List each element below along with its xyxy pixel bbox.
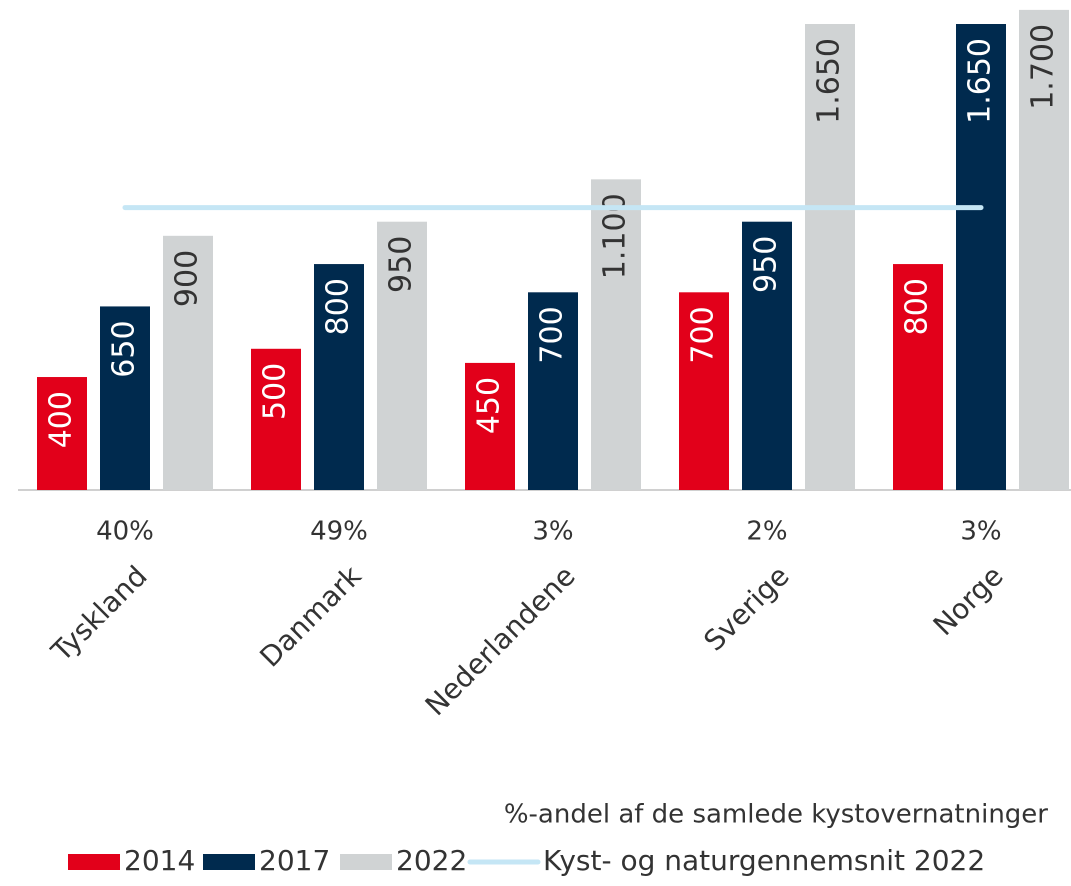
bar	[314, 264, 364, 490]
value-label: 1.650	[963, 38, 998, 124]
bar	[679, 292, 729, 490]
bar	[591, 179, 641, 491]
bar	[163, 235, 213, 490]
legend-label: 2022	[396, 844, 467, 877]
legend-label: Kyst- og naturgennemsnit 2022	[543, 844, 985, 877]
bar	[251, 348, 301, 490]
legend-label: 2014	[124, 844, 195, 877]
value-label: 500	[258, 363, 293, 420]
value-label: 800	[321, 278, 356, 335]
bar	[1019, 9, 1069, 490]
x-tick-label: Danmark	[253, 559, 368, 674]
value-label: 950	[384, 236, 419, 293]
value-label: 1.700	[1026, 24, 1061, 110]
share-label: 3%	[532, 517, 573, 547]
share-label: 40%	[96, 517, 154, 547]
x-tick-label: Nederlandene	[419, 559, 582, 722]
share-label: 3%	[960, 517, 1001, 547]
x-tick-label: Tyskland	[44, 559, 153, 668]
bar	[956, 24, 1006, 490]
value-label: 700	[535, 306, 570, 363]
share-label: 2%	[746, 517, 787, 547]
value-label: 650	[107, 320, 142, 377]
value-label: 450	[472, 377, 507, 434]
value-label: 900	[170, 250, 205, 307]
legend-swatch	[340, 854, 392, 870]
bar	[465, 362, 515, 490]
legend-swatch	[68, 854, 120, 870]
legend-swatch	[203, 854, 255, 870]
bar	[100, 306, 150, 490]
value-label: 800	[900, 278, 935, 335]
value-label: 700	[686, 306, 721, 363]
value-label: 1.650	[812, 38, 847, 124]
x-tick-label: Sverige	[697, 559, 795, 657]
value-label: 400	[44, 391, 79, 448]
shares-title: %-andel af de samlede kystovernatninger	[504, 800, 1048, 830]
bar	[377, 221, 427, 490]
bar	[742, 221, 792, 490]
bar	[893, 264, 943, 490]
x-tick-label: Norge	[927, 559, 1010, 642]
bar	[37, 377, 87, 490]
bar	[805, 24, 855, 490]
value-label: 950	[749, 236, 784, 293]
legend-label: 2017	[259, 844, 330, 877]
bar	[528, 292, 578, 490]
share-label: 49%	[310, 517, 368, 547]
